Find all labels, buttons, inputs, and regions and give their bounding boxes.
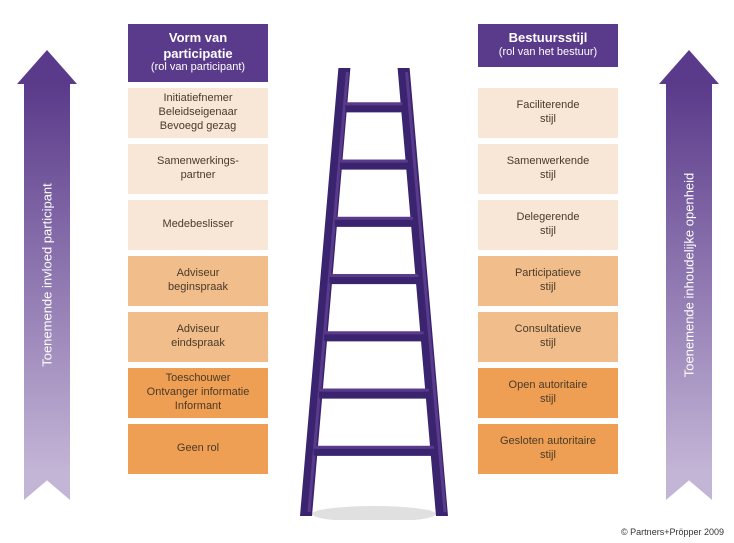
- left-box-6: Geen rol: [128, 424, 268, 474]
- left-header-line1: Vorm van: [132, 30, 264, 46]
- arrow-left-tail: [24, 472, 70, 500]
- arrow-left: Toenemende invloed participant: [24, 50, 70, 500]
- left-header-line2: participatie: [132, 46, 264, 62]
- left-boxes-column: InitiatiefnemerBeleidseigenaarBevoegd ge…: [128, 88, 268, 474]
- right-box-6: Gesloten autoritairestijl: [478, 424, 618, 474]
- arrow-right: Toenemende inhoudelijke openheid: [666, 50, 712, 500]
- left-box-3: Adviseurbeginspraak: [128, 256, 268, 306]
- left-box-4: Adviseureindspraak: [128, 312, 268, 362]
- right-boxes-column: Faciliterendestijl Samenwerkendestijl Dele…: [478, 88, 618, 474]
- right-box-1: Samenwerkendestijl: [478, 144, 618, 194]
- arrow-right-label: Toenemende inhoudelijke openheid: [682, 173, 697, 378]
- right-box-0: Faciliterendestijl: [478, 88, 618, 138]
- right-box-2: Delegerendestijl: [478, 200, 618, 250]
- credit-text: © Partners+Pröpper 2009: [621, 527, 724, 537]
- right-header-line1: Bestuursstijl: [482, 30, 614, 46]
- ladder-icon: [300, 60, 448, 520]
- left-box-1: Samenwerkings-partner: [128, 144, 268, 194]
- arrow-right-head: [659, 50, 719, 84]
- left-box-2: Medebeslisser: [128, 200, 268, 250]
- left-box-0: InitiatiefnemerBeleidseigenaarBevoegd ge…: [128, 88, 268, 138]
- arrow-right-tail: [666, 472, 712, 500]
- left-header-sub: (rol van participant): [132, 61, 264, 74]
- right-column-header: Bestuursstijl (rol van het bestuur): [478, 24, 618, 67]
- right-box-3: Participatievestijl: [478, 256, 618, 306]
- right-box-5: Open autoritairestijl: [478, 368, 618, 418]
- arrow-left-label: Toenemende invloed participant: [40, 183, 55, 367]
- arrow-left-head: [17, 50, 77, 84]
- right-box-4: Consultatievestijl: [478, 312, 618, 362]
- right-header-sub: (rol van het bestuur): [482, 46, 614, 59]
- diagram-root: Toenemende invloed participant Toenemend…: [0, 0, 734, 543]
- left-column-header: Vorm van participatie (rol van participa…: [128, 24, 268, 82]
- left-box-5: ToeschouwerOntvanger informatieInformant: [128, 368, 268, 418]
